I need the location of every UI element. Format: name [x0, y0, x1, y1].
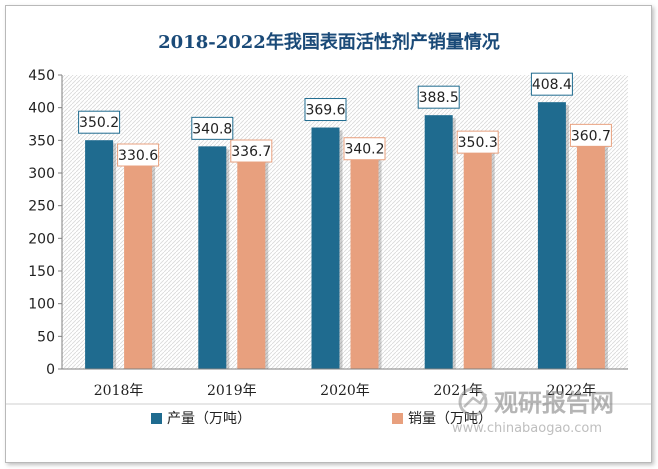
watermark-logo-icon	[458, 387, 488, 417]
data-label: 330.6	[118, 148, 158, 164]
data-label: 350.3	[458, 135, 498, 151]
data-label-box	[230, 139, 273, 163]
bar-series-2	[124, 153, 153, 369]
y-axis: 0 50 100 150 200 250 300 350 400 450	[28, 68, 63, 378]
watermark-logo-arrow-icon	[463, 393, 488, 408]
plot-area-background	[62, 75, 628, 369]
bar-series-1	[198, 146, 227, 369]
data-label: 336.7	[231, 144, 271, 160]
data-label: 340.8	[192, 121, 232, 137]
y-tick-label: 450	[28, 68, 55, 84]
data-label: 360.7	[571, 128, 611, 144]
bar-series-2	[350, 146, 379, 369]
data-labels: 350.2 330.6 340.8 336.7 369.6 340.2 388.5 350.3…	[78, 72, 612, 167]
y-tick-label: 300	[28, 166, 55, 182]
watermark-url: www.chinabaogao.com	[452, 421, 602, 436]
bars	[85, 102, 608, 370]
data-label-box	[530, 72, 573, 96]
x-tick-label: 2018年	[94, 383, 144, 399]
data-label: 408.4	[532, 77, 572, 93]
legend: 产量（万吨） 销量（万吨）	[151, 411, 492, 427]
legend-label-1: 产量（万吨）	[167, 411, 251, 427]
x-tick-label: 2022年	[547, 383, 597, 399]
data-label-box	[117, 143, 160, 167]
bar-series-2	[576, 133, 605, 369]
data-label-box	[191, 116, 234, 140]
x-tick-label: 2020年	[320, 383, 370, 399]
y-tick-label: 350	[28, 133, 55, 149]
y-tick-label: 150	[28, 264, 55, 280]
data-label-box	[304, 98, 347, 122]
data-label-box	[569, 123, 612, 147]
data-label: 350.2	[79, 115, 119, 131]
data-label: 369.6	[305, 103, 345, 119]
y-tick-label: 200	[28, 231, 55, 247]
data-label-box	[343, 137, 386, 161]
legend-swatch-2	[392, 413, 403, 424]
bar-series-1	[537, 102, 566, 370]
x-tick-label: 2021年	[433, 383, 483, 399]
y-tick-label: 250	[28, 199, 55, 215]
x-axis: 2018年 2019年 2020年 2021年 2022年	[62, 368, 628, 399]
bar-series-1	[311, 127, 340, 369]
y-tick-label: 0	[46, 362, 55, 378]
x-tick-label: 2019年	[207, 383, 257, 399]
data-label-box	[456, 130, 499, 154]
data-label-box	[78, 110, 121, 134]
data-label: 388.5	[419, 90, 459, 106]
bar-series-1	[424, 115, 453, 370]
y-tick-label: 50	[37, 329, 55, 345]
watermark-brand: 观研报告网	[494, 389, 614, 417]
legend-swatch-1	[151, 413, 162, 424]
data-label-box	[417, 85, 460, 109]
data-label: 340.2	[344, 142, 384, 158]
bar-series-2	[463, 140, 492, 369]
y-tick-label: 400	[28, 101, 55, 117]
watermark: 观研报告网 www.chinabaogao.com	[452, 387, 614, 436]
y-tick-label: 100	[28, 297, 55, 313]
bar-series-2	[237, 149, 266, 369]
bar-series-1	[85, 140, 114, 369]
chart-title: 2018-2022年我国表面活性剂产销量情况	[158, 31, 500, 53]
